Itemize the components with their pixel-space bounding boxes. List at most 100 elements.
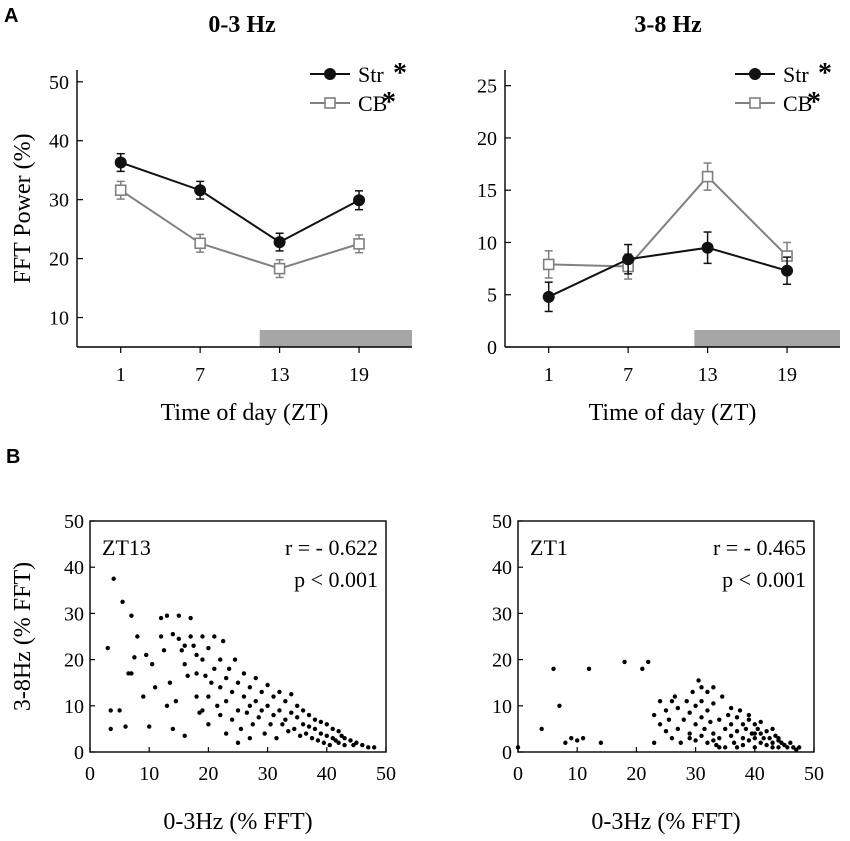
scatter-point	[746, 738, 752, 743]
scatter-point	[794, 747, 799, 752]
scatter-point	[253, 675, 258, 681]
time-label: ZT1	[530, 535, 568, 560]
x-axis-label: Time of day (ZT)	[589, 400, 757, 426]
x-tick-label: 7	[623, 364, 633, 386]
scatter-point	[663, 729, 669, 734]
scatter-point	[283, 717, 288, 722]
scatter-point	[324, 722, 329, 727]
x-axis-label: 0-3Hz (% FFT)	[591, 809, 740, 835]
scatter-point	[170, 726, 176, 732]
scatter-point	[223, 698, 229, 704]
time-label: ZT13	[102, 535, 151, 560]
data-point-cb	[273, 262, 286, 275]
scatter-point	[785, 745, 790, 750]
scatter-point	[105, 645, 110, 651]
scatter-point	[173, 698, 179, 704]
scatter-point	[767, 735, 772, 741]
scatter-point	[569, 735, 574, 741]
scatter-point	[226, 666, 232, 672]
scatter-point	[315, 738, 321, 743]
scatter-point	[241, 671, 247, 676]
scatter-point	[161, 648, 167, 653]
scatter-point	[164, 613, 170, 618]
scatter-point	[206, 722, 211, 727]
scatter-point	[705, 708, 710, 713]
scatter-point	[714, 742, 719, 748]
scatter-point	[622, 659, 627, 665]
scatter-point	[779, 740, 784, 745]
scatter-point	[740, 742, 746, 748]
dark-period-bar	[694, 330, 840, 347]
x-tick-label: 50	[804, 763, 824, 785]
scatter-point	[348, 738, 353, 743]
x-tick-label: 10	[139, 763, 159, 785]
data-point-str	[273, 236, 286, 249]
scatter-point	[152, 685, 158, 690]
x-tick-label: 40	[745, 763, 765, 785]
data-point-str	[622, 253, 635, 266]
y-tick-label: 0	[502, 742, 512, 764]
scatter-point	[711, 685, 716, 690]
scatter-point	[782, 742, 787, 748]
scatter-point	[318, 719, 324, 725]
series-line-cb	[548, 175, 788, 268]
scatter-point	[755, 726, 760, 732]
x-axis-label: Time of day (ZT)	[161, 400, 329, 426]
scatter-point	[788, 740, 793, 745]
x-tick-label: 1	[116, 364, 126, 386]
scatter-point	[321, 740, 327, 745]
x-tick-label: 50	[376, 763, 396, 785]
x-tick-label: 13	[270, 364, 290, 386]
scatter-point	[182, 733, 187, 739]
scatter-point	[289, 710, 294, 715]
scatter-point	[761, 735, 766, 741]
scatter-point	[791, 745, 796, 750]
scatter-point	[129, 671, 134, 676]
scatter-point	[303, 731, 309, 736]
scatter-point	[221, 638, 226, 644]
scatter-point	[191, 643, 196, 648]
scatter-point	[342, 735, 347, 741]
scatter-point	[646, 659, 651, 665]
y-tick-label: 40	[49, 131, 69, 153]
y-tick-label: 50	[64, 511, 84, 533]
legend-significance-star: *	[818, 58, 832, 89]
line-chart-3-8hz: 3-8 Hz 0 5 10 15 20 25 1 7 13 19 Time of day (ZT) St…	[477, 12, 840, 426]
scatter-point	[705, 689, 710, 695]
series-line-str	[120, 161, 360, 244]
scatter-point	[212, 634, 217, 639]
scatter-point	[318, 731, 324, 736]
scatter-point	[111, 576, 116, 581]
y-tick-label: 10	[477, 232, 497, 254]
scatter-point	[185, 673, 190, 678]
scatter-point	[176, 636, 181, 642]
scatter-point	[253, 698, 258, 704]
scatter-point	[717, 735, 722, 741]
scatter-point	[144, 652, 149, 658]
scatter-point	[268, 722, 273, 727]
scatter-point	[292, 726, 297, 732]
scatter-point	[684, 698, 689, 704]
scatter-point	[731, 740, 737, 745]
legend-significance-star: *	[393, 58, 407, 89]
scatter-point	[289, 692, 294, 697]
data-point-str	[353, 194, 366, 207]
scatter-point	[295, 715, 300, 720]
scatter-point	[336, 729, 341, 734]
scatter-point	[752, 722, 757, 727]
scatter-point	[300, 708, 306, 713]
data-point-cb	[353, 238, 365, 250]
legend-marker	[749, 97, 761, 109]
scatter-point	[250, 722, 255, 727]
scatter-point	[277, 708, 282, 713]
scatter-point	[666, 717, 672, 722]
scatter-point	[123, 724, 128, 729]
scatter-point	[194, 694, 199, 699]
series-line-str	[548, 246, 788, 298]
scatter-point	[773, 733, 778, 739]
scatter-point	[797, 745, 802, 750]
data-point-str	[194, 184, 207, 197]
scatter-point	[235, 740, 241, 745]
scatter-point	[200, 634, 205, 639]
